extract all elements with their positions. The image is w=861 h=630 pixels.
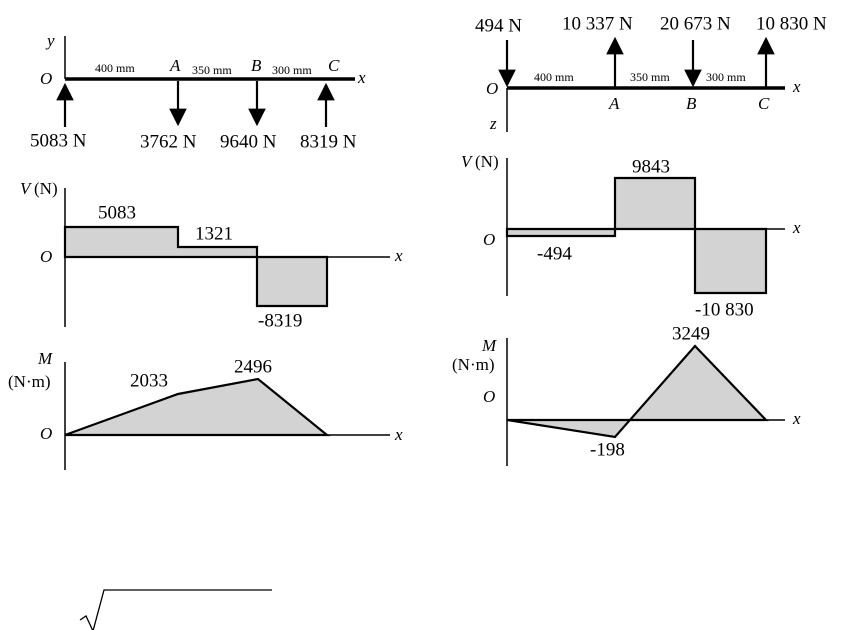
- load-label: 10 337 N: [562, 13, 633, 34]
- value-label: 2033: [130, 370, 168, 391]
- span-label: 350 mm: [630, 70, 670, 84]
- value-label: -494: [537, 243, 572, 264]
- left-shear: V (N) O x 5083 1321 -8319: [20, 179, 403, 331]
- load-label: 20 673 N: [660, 13, 731, 34]
- origin-label: O: [40, 247, 52, 266]
- moment-area: [64, 377, 331, 437]
- origin-label: O: [483, 387, 495, 406]
- point-label: C: [328, 56, 340, 75]
- value-label: 2496: [234, 356, 272, 377]
- span-label: 400 mm: [534, 70, 574, 84]
- shear-area: [505, 176, 768, 295]
- axis-label: V: [20, 179, 33, 198]
- point-label: B: [686, 94, 697, 113]
- shear-area: [63, 225, 329, 308]
- span-label: 300 mm: [272, 63, 312, 77]
- point-label: C: [758, 94, 770, 113]
- load-label: 10 830 N: [756, 13, 827, 34]
- origin-label: O: [483, 230, 495, 249]
- axis-label: x: [792, 218, 801, 237]
- load-label: 9640 N: [220, 131, 277, 152]
- load-label: 8319 N: [300, 131, 357, 152]
- left-beam: y O x 400 mm A 350 mm B 300 mm C 5083 N …: [30, 31, 366, 152]
- axis-unit: (N): [475, 152, 499, 171]
- point-label: A: [169, 56, 181, 75]
- radical-sign: [79, 589, 272, 630]
- value-label: -198: [590, 439, 625, 460]
- point-label: B: [251, 56, 262, 75]
- origin-label: O: [486, 79, 498, 98]
- value-label: 3249: [672, 323, 710, 344]
- value-label: 5083: [98, 202, 136, 223]
- axis-label: M: [481, 336, 497, 355]
- axis-unit: (N): [34, 179, 58, 198]
- right-shear: V (N) O x 9843 -494 -10 830: [461, 152, 801, 320]
- span-label: 400 mm: [95, 61, 135, 75]
- axis-label: M: [37, 349, 53, 368]
- value-label: 1321: [195, 223, 233, 244]
- axis-label: V: [461, 152, 474, 171]
- left-moment: M (N·m) O x 2033 2496: [8, 349, 403, 470]
- origin-label: O: [40, 424, 52, 443]
- axis-unit: (N·m): [8, 372, 50, 391]
- load-label: 5083 N: [30, 130, 87, 151]
- span-label: 350 mm: [192, 63, 232, 77]
- axis-label: x: [394, 425, 403, 444]
- origin-label: O: [40, 69, 52, 88]
- right-beam: O z x 400 mm 350 mm 300 mm A B C 494 N 1…: [475, 13, 827, 133]
- axis-label: x: [792, 409, 801, 428]
- axis-label: y: [45, 31, 55, 50]
- value-label: 9843: [632, 156, 670, 177]
- load-label: 494 N: [475, 15, 522, 36]
- axis-label: x: [394, 246, 403, 265]
- moment-area: [506, 344, 769, 439]
- axis-label: z: [489, 114, 497, 133]
- axis-label: x: [357, 68, 366, 87]
- point-label: A: [608, 94, 620, 113]
- value-label: -10 830: [695, 299, 754, 320]
- right-moment: M (N·m) O x 3249 -198: [452, 323, 801, 466]
- value-label: -8319: [258, 310, 302, 331]
- span-label: 300 mm: [706, 70, 746, 84]
- axis-label: x: [792, 77, 801, 96]
- load-label: 3762 N: [140, 131, 197, 152]
- axis-unit: (N·m): [452, 355, 494, 374]
